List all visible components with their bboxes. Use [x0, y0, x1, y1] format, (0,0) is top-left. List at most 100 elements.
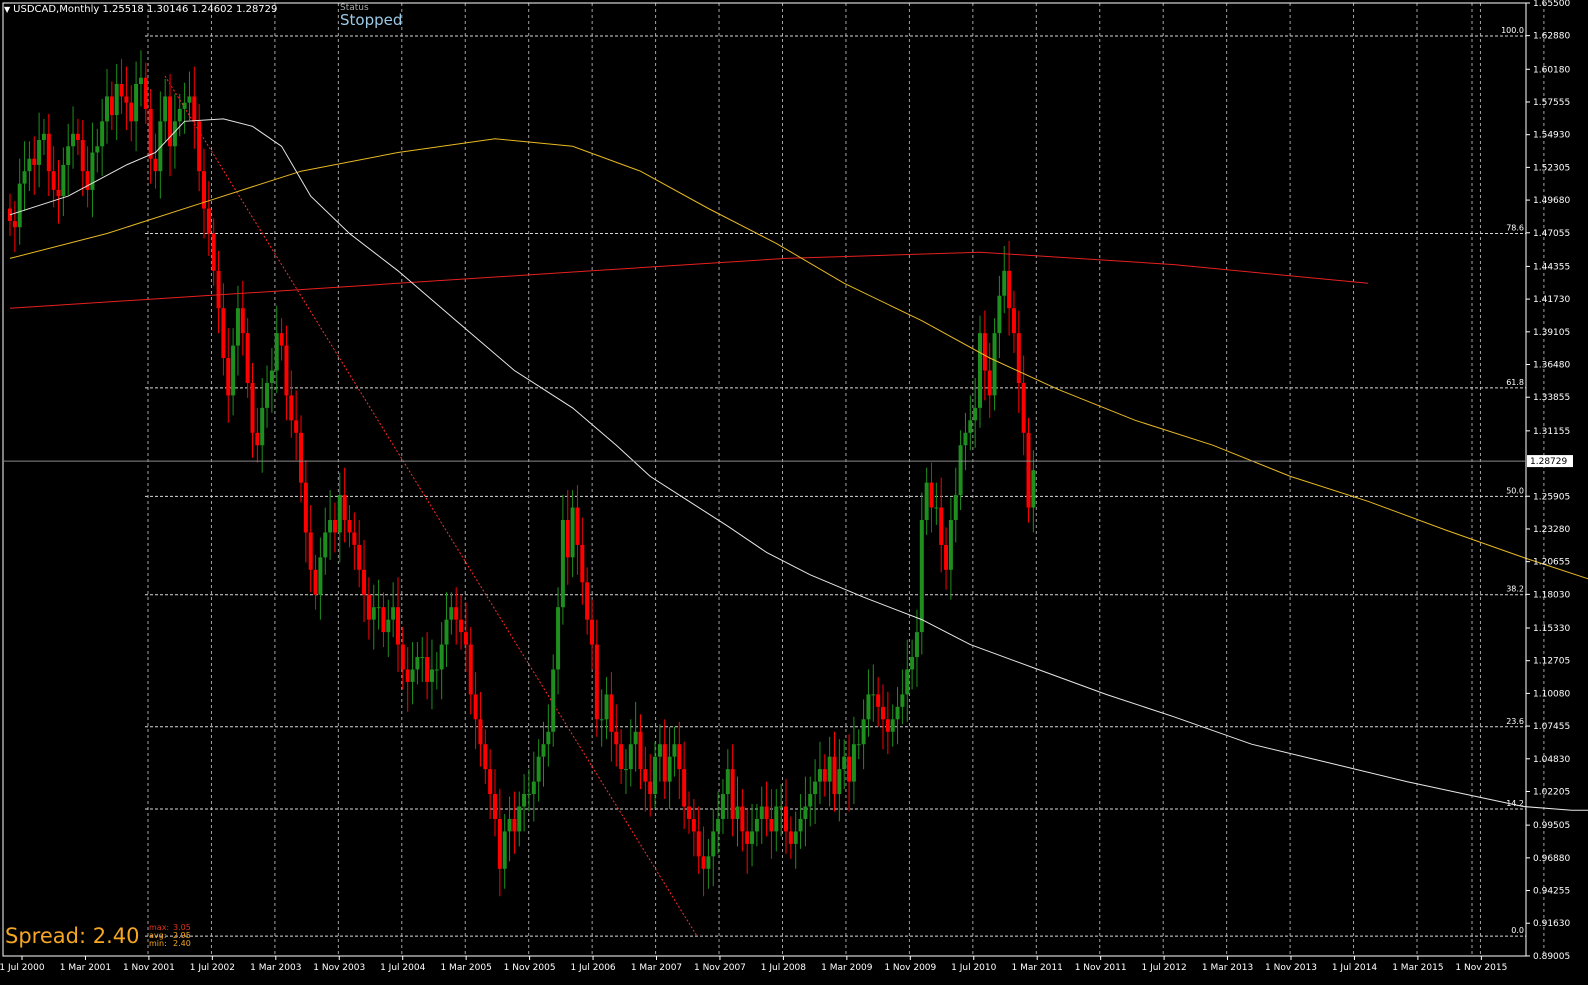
- bear-candle: [1016, 333, 1021, 383]
- bear-candle: [682, 769, 687, 807]
- bull-candle: [861, 719, 866, 745]
- y-tick-label: 1.25905: [1533, 492, 1570, 502]
- bear-candle: [459, 619, 464, 633]
- bear-candle: [12, 221, 17, 228]
- bear-candle: [881, 706, 885, 720]
- bear-candle: [944, 544, 949, 570]
- bull-candle: [973, 407, 978, 421]
- bear-candle: [580, 544, 585, 583]
- x-tick-label: 1 Nov 2001: [123, 963, 175, 973]
- spread-min-key: min:: [149, 939, 167, 948]
- bull-candle: [429, 669, 434, 682]
- y-tick-label: 1.12705: [1533, 657, 1570, 667]
- y-tick-label: 1.52305: [1533, 163, 1570, 173]
- bull-candle: [924, 482, 929, 520]
- bear-candle: [75, 133, 80, 141]
- bull-candle: [978, 333, 982, 408]
- y-tick-label: 1.41730: [1533, 295, 1570, 305]
- bear-candle: [366, 594, 371, 620]
- bull-candle: [657, 744, 662, 757]
- bear-candle: [512, 818, 517, 832]
- bull-candle: [556, 607, 561, 670]
- spread-avg-key: avg:: [149, 931, 167, 940]
- bear-candle: [463, 632, 468, 645]
- bull-candle: [337, 495, 342, 533]
- bear-candle: [425, 657, 430, 682]
- bull-candle: [114, 83, 119, 116]
- y-tick-label: 0.89005: [1533, 952, 1570, 962]
- bull-candle: [415, 657, 420, 670]
- bull-candle: [599, 719, 604, 721]
- x-tick-label: 1 Jul 2006: [570, 963, 615, 973]
- bear-candle: [1026, 432, 1031, 508]
- y-tick-label: 1.54930: [1533, 131, 1570, 141]
- bull-candle: [948, 519, 953, 570]
- bear-candle: [332, 519, 337, 533]
- bear-candle: [764, 806, 769, 819]
- bull-candle: [851, 744, 856, 782]
- bull-candle: [163, 96, 168, 122]
- y-tick-label: 1.44355: [1533, 262, 1570, 272]
- bear-candle: [590, 619, 594, 645]
- symbol-line: USDCAD,Monthly 1.25518 1.30146 1.24602 1…: [13, 4, 278, 15]
- bull-candle: [17, 183, 22, 228]
- fib-label: 14.2: [1506, 799, 1524, 808]
- y-tick-label: 1.36480: [1533, 361, 1570, 371]
- bear-candle: [192, 96, 197, 122]
- spread-max-row: max: 3.05: [149, 924, 191, 932]
- bull-candle: [522, 794, 527, 807]
- bull-candle: [628, 744, 633, 770]
- y-tick-label: 1.62880: [1533, 32, 1570, 42]
- bull-candle: [672, 744, 677, 757]
- bear-candle: [614, 731, 619, 745]
- bear-candle: [85, 171, 90, 190]
- bear-candle: [648, 781, 653, 795]
- bear-candle: [643, 769, 648, 782]
- bull-candle: [604, 694, 609, 720]
- bull-candle: [502, 831, 507, 869]
- y-tick-label: 1.39105: [1533, 328, 1570, 338]
- x-tick-label: 1 Mar 2005: [440, 963, 491, 973]
- plot-frame: [2, 2, 1527, 957]
- bull-candle: [449, 607, 454, 620]
- bear-candle: [473, 694, 478, 720]
- x-tick-label: 1 Jul 2014: [1332, 963, 1377, 973]
- bull-candle: [798, 818, 803, 832]
- dropdown-arrow-icon[interactable]: ▼: [4, 5, 11, 14]
- bear-candle: [740, 806, 745, 832]
- bear-candle: [730, 769, 735, 819]
- bull-candle: [41, 133, 46, 141]
- ma-fast-line: [9, 118, 1588, 811]
- x-tick-label: 1 Mar 2015: [1392, 963, 1443, 973]
- status-value: Stopped: [340, 11, 403, 29]
- bull-candle: [66, 146, 71, 165]
- y-tick-label: 1.49680: [1533, 196, 1570, 206]
- bull-candle: [177, 108, 182, 122]
- bear-candle: [1007, 270, 1012, 309]
- bear-candle: [982, 333, 987, 371]
- bull-candle: [531, 781, 536, 795]
- bull-candle: [808, 794, 813, 807]
- bear-candle: [745, 831, 750, 844]
- bear-candle: [80, 140, 85, 172]
- y-tick-label: 1.60180: [1533, 65, 1570, 75]
- bull-candle: [992, 333, 997, 396]
- bull-candle: [22, 171, 27, 184]
- ma-mid-line: [9, 138, 1588, 580]
- bear-candle: [478, 719, 483, 745]
- bull-candle: [793, 831, 798, 844]
- bull-candle: [134, 83, 139, 122]
- x-tick-label: 1 Nov 2003: [313, 963, 365, 973]
- fib-label: 0.0: [1511, 926, 1524, 935]
- bear-candle: [638, 731, 643, 770]
- bear-candle: [488, 769, 493, 795]
- y-tick-label: 1.10080: [1533, 689, 1570, 699]
- bear-candle: [279, 333, 284, 346]
- bull-candle: [623, 769, 628, 771]
- bull-candle: [391, 607, 396, 620]
- y-tick-label: 1.23280: [1533, 525, 1570, 535]
- y-tick-label: 0.94255: [1533, 887, 1570, 897]
- x-tick-label: 1 Nov 2009: [884, 963, 936, 973]
